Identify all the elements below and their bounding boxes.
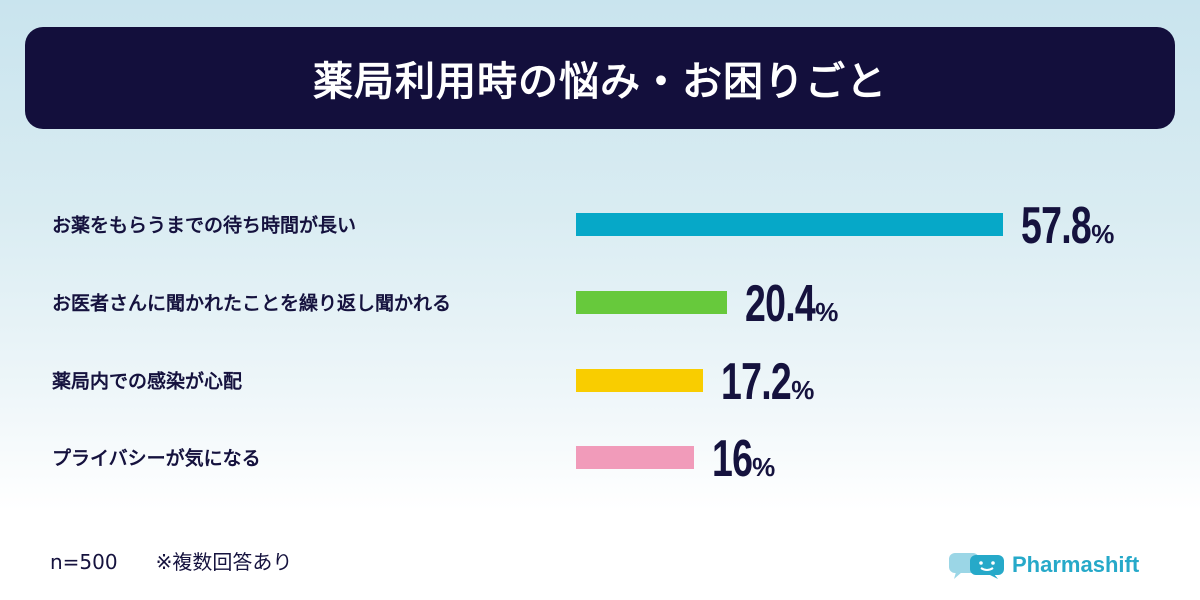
footer-note: n=500 ※複数回答あり bbox=[50, 546, 330, 575]
bar bbox=[576, 213, 1003, 236]
speech-bubbles-icon bbox=[949, 553, 1004, 579]
pharmashift-logo: Pharmashift bbox=[948, 550, 1139, 580]
value-number: 20.4 bbox=[745, 275, 816, 333]
value-number: 57.8 bbox=[1021, 197, 1092, 255]
value-number: 17.2 bbox=[721, 353, 792, 411]
bar bbox=[576, 446, 694, 469]
sample-size: n=500 bbox=[50, 550, 118, 574]
value-label: 17.2% bbox=[721, 352, 814, 412]
value-label: 16% bbox=[712, 429, 775, 489]
category-label: お医者さんに聞かれたことを繰り返し聞かれる bbox=[52, 292, 452, 315]
value-unit: % bbox=[1091, 219, 1115, 249]
title-banner: 薬局利用時の悩み・お困りごと bbox=[25, 27, 1175, 129]
value-unit: % bbox=[815, 297, 839, 327]
value-unit: % bbox=[752, 452, 776, 482]
bar bbox=[576, 291, 727, 314]
value-label: 20.4% bbox=[745, 274, 838, 334]
category-label: 薬局内での感染が心配 bbox=[52, 370, 243, 393]
value-label: 57.8% bbox=[1021, 196, 1114, 256]
multiple-answers-note: ※複数回答あり bbox=[155, 550, 293, 574]
value-number: 16 bbox=[712, 430, 753, 488]
page-title: 薬局利用時の悩み・お困りごと bbox=[313, 59, 887, 105]
category-label: プライバシーが気になる bbox=[52, 447, 261, 470]
logo-text: Pharmashift bbox=[1012, 552, 1140, 577]
bar bbox=[576, 369, 703, 392]
value-unit: % bbox=[791, 375, 815, 405]
category-label: お薬をもらうまでの待ち時間が長い bbox=[52, 214, 357, 237]
